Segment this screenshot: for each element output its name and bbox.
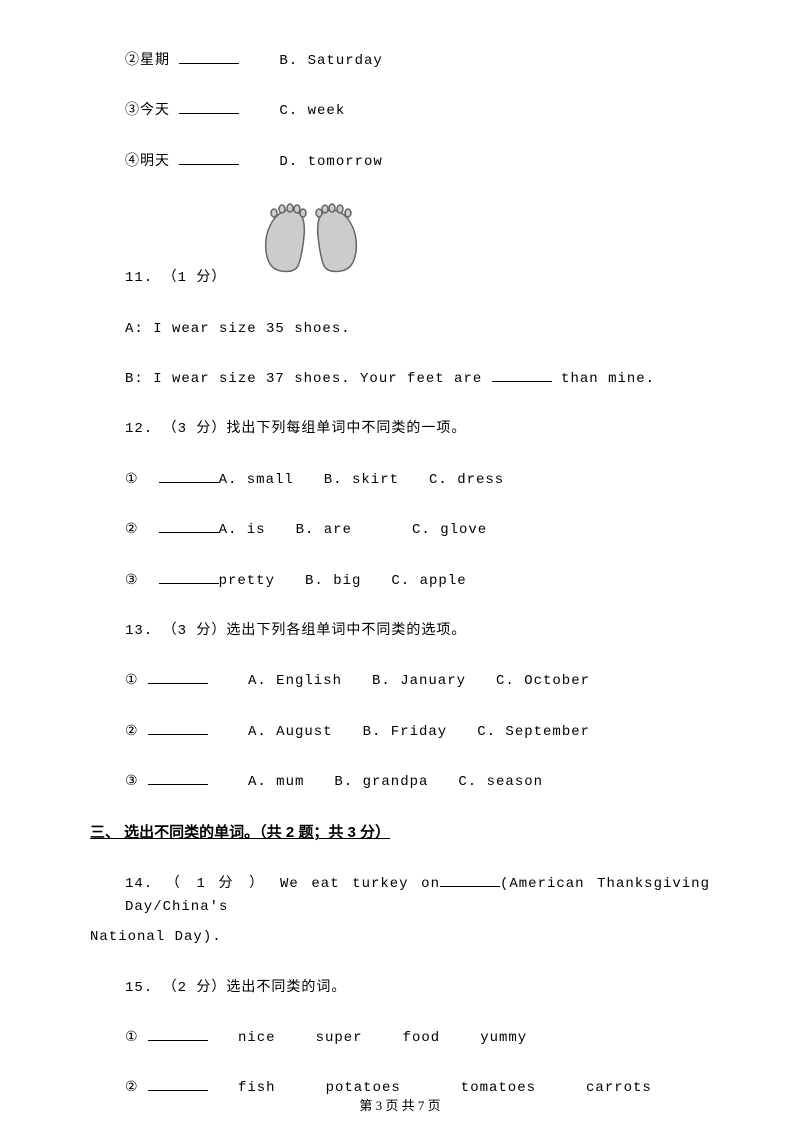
q12-row1: ① A. small B. skirt C. dress bbox=[90, 469, 710, 491]
blank[interactable] bbox=[179, 151, 239, 165]
pre: B: I wear size 37 shoes. Your feet are bbox=[125, 371, 492, 387]
q10-item4: ④明天 D. tomorrow bbox=[90, 151, 710, 173]
q11-header-row: 11. （1 分） bbox=[90, 201, 710, 289]
c: C. season bbox=[458, 774, 543, 790]
num: ④ bbox=[125, 154, 140, 170]
opt: C. week bbox=[279, 103, 345, 119]
blank[interactable] bbox=[148, 721, 208, 735]
w3: tomatoes bbox=[461, 1080, 536, 1096]
a: A. mum bbox=[248, 774, 304, 790]
blank[interactable] bbox=[148, 771, 208, 785]
feet-icon bbox=[256, 201, 366, 289]
q14-line2: National Day). bbox=[90, 926, 710, 948]
w1: nice bbox=[238, 1030, 276, 1046]
zh: 明天 bbox=[140, 154, 170, 170]
q12-row3: ③ pretty B. big C. apple bbox=[90, 570, 710, 592]
q10-item3: ③今天 C. week bbox=[90, 100, 710, 122]
a: A. August bbox=[248, 724, 333, 740]
q12-header: 12. （3 分）找出下列每组单词中不同类的一项。 bbox=[90, 418, 710, 440]
q13-header: 13. （3 分）选出下列各组单词中不同类的选项。 bbox=[90, 620, 710, 642]
b: B. skirt bbox=[324, 472, 399, 488]
num: ③ bbox=[125, 774, 139, 790]
blank[interactable] bbox=[148, 1027, 208, 1041]
blank[interactable] bbox=[440, 873, 500, 887]
blank[interactable] bbox=[179, 100, 239, 114]
w4: carrots bbox=[586, 1080, 652, 1096]
q15-header: 15. （2 分）选出不同类的词。 bbox=[90, 977, 710, 999]
q10-item2: ②星期 B. Saturday bbox=[90, 50, 710, 72]
blank[interactable] bbox=[148, 1077, 208, 1091]
b: B. January bbox=[372, 673, 466, 689]
a: pretty bbox=[219, 573, 275, 589]
num: ② bbox=[125, 53, 140, 69]
opt: B. Saturday bbox=[279, 53, 382, 69]
num: ① bbox=[125, 673, 139, 689]
b: B. are bbox=[296, 522, 352, 538]
b: B. grandpa bbox=[334, 774, 428, 790]
blank[interactable] bbox=[179, 50, 239, 64]
num: ② bbox=[125, 522, 139, 538]
pre: 14. （ 1 分 ） We eat turkey on bbox=[125, 876, 440, 892]
w3: food bbox=[403, 1030, 441, 1046]
q13-row1: ① A. English B. January C. October bbox=[90, 670, 710, 692]
blank[interactable] bbox=[148, 670, 208, 684]
w4: yummy bbox=[480, 1030, 527, 1046]
zh: 今天 bbox=[140, 103, 170, 119]
q13-row3: ③ A. mum B. grandpa C. season bbox=[90, 771, 710, 793]
num: ② bbox=[125, 1080, 139, 1096]
w2: super bbox=[316, 1030, 363, 1046]
zh: 星期 bbox=[140, 53, 170, 69]
a: A. small bbox=[219, 472, 294, 488]
w2: potatoes bbox=[326, 1080, 401, 1096]
num: ③ bbox=[125, 573, 139, 589]
a: A. is bbox=[219, 522, 266, 538]
q11-lineB: B: I wear size 37 shoes. Your feet are t… bbox=[90, 368, 710, 390]
b: B. big bbox=[305, 573, 361, 589]
section3-title: 三、 选出不同类的单词。（共 2 题；共 3 分） bbox=[90, 821, 710, 845]
num: ③ bbox=[125, 103, 140, 119]
blank[interactable] bbox=[159, 519, 219, 533]
c: C. September bbox=[477, 724, 590, 740]
blank[interactable] bbox=[159, 469, 219, 483]
blank[interactable] bbox=[159, 570, 219, 584]
num: ② bbox=[125, 724, 139, 740]
page-footer: 第 3 页 共 7 页 bbox=[0, 1096, 800, 1117]
num: ① bbox=[125, 1030, 139, 1046]
q11-lineA: A: I wear size 35 shoes. bbox=[90, 318, 710, 340]
q12-row2: ② A. is B. are C. glove bbox=[90, 519, 710, 541]
q13-row2: ② A. August B. Friday C. September bbox=[90, 721, 710, 743]
c: C. October bbox=[496, 673, 590, 689]
blank[interactable] bbox=[492, 368, 552, 382]
q14-line1: 14. （ 1 分 ） We eat turkey on(American Th… bbox=[90, 873, 710, 918]
b: B. Friday bbox=[363, 724, 448, 740]
a: A. English bbox=[248, 673, 342, 689]
c: C. apple bbox=[391, 573, 466, 589]
w1: fish bbox=[238, 1080, 276, 1096]
num: ① bbox=[125, 472, 139, 488]
c: C. glove bbox=[412, 522, 487, 538]
q15-row1: ① nice super food yummy bbox=[90, 1027, 710, 1049]
opt: D. tomorrow bbox=[279, 154, 382, 170]
post: than mine. bbox=[552, 371, 655, 387]
c: C. dress bbox=[429, 472, 504, 488]
q11-header: 11. （1 分） bbox=[125, 267, 226, 289]
